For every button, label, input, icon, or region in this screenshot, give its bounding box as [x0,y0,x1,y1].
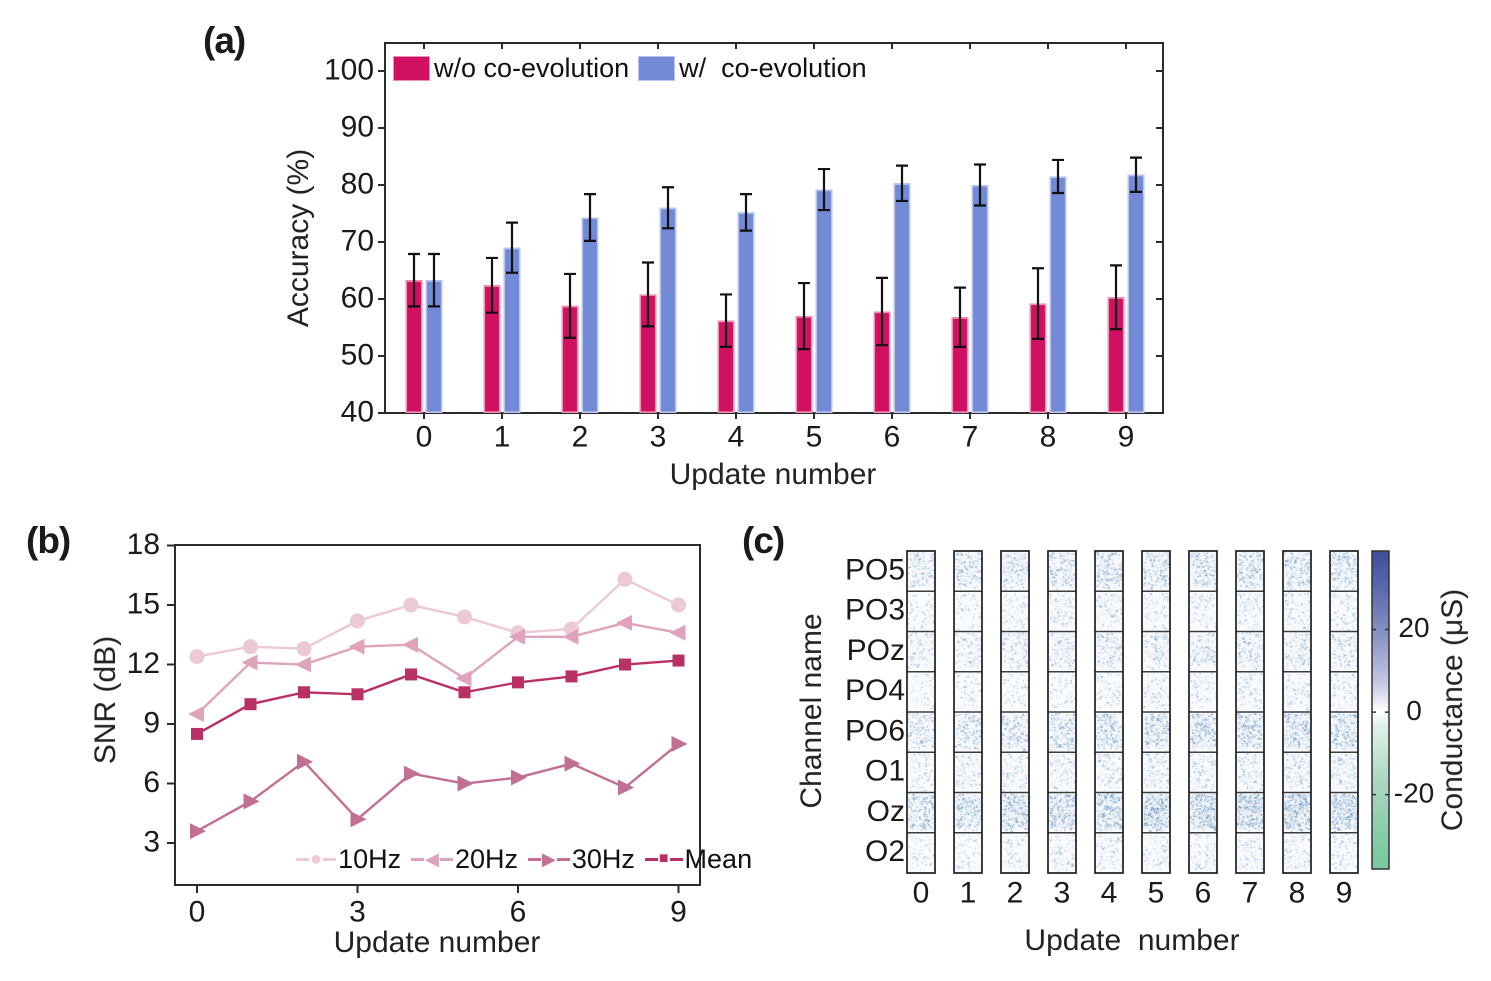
panel-c-y-axis-title: Channel name [795,613,828,809]
legend-b-label-3: Mean [684,843,753,874]
legend-b-line [669,857,683,861]
legend-b-line [411,857,425,861]
legend-b-line [296,857,309,861]
legend-b-line [556,857,570,861]
panel-a-legend: w/o co-evolution w/ co-evolution [393,52,876,83]
legend-b-line [439,857,453,861]
legend-b-marker-square-icon: ■ [658,850,669,867]
legend-b-line [323,857,337,861]
panel-a-x-axis-title: Update number [669,458,877,491]
legend-a-label-1: w/ co-evolution [679,52,867,83]
panel-a-letter: (a) [203,20,246,61]
legend-b-line [528,857,541,861]
panel-c-x-axis-title: Update number [1024,924,1240,957]
legend-b-label-2: 30Hz [571,843,635,874]
legend-b-marker-triangle-right-icon: ▶ [542,849,556,869]
legend-b-label-0: 10Hz [338,843,402,874]
panel-c-letter: (c) [742,520,785,561]
panel-b-x-axis-title: Update number [333,926,541,959]
legend-a-swatch-1 [638,55,676,81]
panel-b-y-axis-title: SNR (dB) [89,635,122,765]
panel-b-letter: (b) [26,520,71,561]
panel-b-legend: ● 10Hz ◀ 20Hz ▶ 30Hz ■ Mean [296,843,762,874]
colorbar-title: Conductance (μS) [1436,588,1469,832]
legend-a-swatch-0 [393,55,430,81]
panel-a-y-axis-title: Accuracy (%) [282,148,315,328]
legend-b-line [644,857,658,861]
legend-b-marker-triangle-left-icon: ◀ [425,849,439,869]
legend-b-marker-circle-icon: ● [310,848,323,870]
legend-b-label-1: 20Hz [454,843,518,874]
legend-a-label-0: w/o co-evolution [434,52,630,83]
